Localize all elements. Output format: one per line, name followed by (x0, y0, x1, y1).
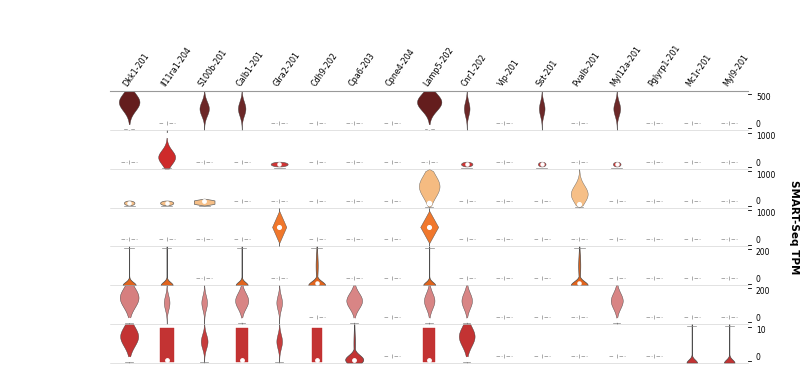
Point (423, 224, 436, 230)
Text: Glra2-201: Glra2-201 (272, 50, 302, 88)
Text: L5/6 NP [207]: L5/6 NP [207] (20, 147, 86, 155)
Point (198, 198, 210, 204)
Bar (311, 328, 322, 362)
Text: L5 IT [1,561]: L5 IT [1,561] (22, 108, 83, 116)
Point (235, 317, 248, 323)
Text: Myl9-201: Myl9-201 (722, 53, 750, 88)
Text: 500: 500 (756, 93, 770, 102)
Point (423, 124, 436, 130)
Text: Myl12a-201: Myl12a-201 (610, 45, 644, 88)
Text: Dkk1-201: Dkk1-201 (122, 51, 151, 88)
Point (573, 201, 586, 206)
Text: Pvalb-201: Pvalb-201 (572, 50, 602, 88)
Bar (423, 328, 435, 362)
Text: L2/3 IT [482]: L2/3 IT [482] (22, 224, 83, 233)
Text: L6 CT [904]: L6 CT [904] (25, 340, 81, 349)
Point (122, 317, 135, 323)
Point (610, 317, 623, 323)
Text: 1000: 1000 (756, 209, 775, 218)
Point (122, 356, 135, 362)
Text: 200: 200 (756, 287, 770, 296)
Point (535, 161, 548, 167)
Point (460, 161, 473, 167)
Point (122, 200, 135, 206)
Text: 0: 0 (756, 314, 761, 323)
Text: 200: 200 (756, 248, 770, 257)
Text: Lamp5-202: Lamp5-202 (422, 45, 455, 88)
Point (610, 161, 623, 167)
Point (310, 280, 323, 286)
Text: 0: 0 (756, 198, 761, 206)
Text: 1000: 1000 (756, 132, 775, 141)
Text: 0: 0 (756, 236, 761, 245)
Point (423, 357, 436, 363)
Point (348, 317, 361, 323)
Point (460, 356, 473, 362)
Text: Sst-201: Sst-201 (534, 58, 559, 88)
Point (160, 132, 173, 138)
Text: Vip-201: Vip-201 (497, 58, 522, 88)
Text: L6b [570]: L6b [570] (30, 263, 76, 272)
Bar (160, 328, 174, 362)
Text: 0: 0 (756, 353, 761, 362)
Point (460, 317, 473, 323)
Text: 0: 0 (756, 158, 761, 168)
Text: 0: 0 (756, 120, 761, 129)
Point (160, 200, 173, 206)
Point (273, 224, 286, 230)
Text: 1000: 1000 (756, 171, 775, 180)
Text: Pglyrp1-201: Pglyrp1-201 (647, 44, 682, 88)
Point (573, 280, 586, 286)
Text: Calb1-201: Calb1-201 (234, 49, 265, 88)
Text: 0: 0 (756, 275, 761, 284)
Text: Cnr1-202: Cnr1-202 (459, 52, 488, 88)
Point (310, 357, 323, 363)
Text: S100b-201: S100b-201 (197, 48, 229, 88)
Text: Cpne4-204: Cpne4-204 (384, 47, 417, 88)
Point (348, 357, 361, 363)
Point (423, 317, 436, 323)
Text: 10: 10 (756, 326, 766, 335)
Text: SMART-Seq TPM: SMART-Seq TPM (790, 180, 799, 274)
Point (160, 357, 173, 363)
Text: Cdh9-202: Cdh9-202 (310, 51, 339, 88)
Bar (235, 328, 248, 362)
Point (122, 124, 135, 130)
Point (423, 200, 436, 206)
Point (273, 161, 286, 167)
Point (235, 357, 248, 363)
Text: Il11ra1-204: Il11ra1-204 (159, 45, 193, 88)
Text: L5 PT [12]: L5 PT [12] (28, 185, 78, 194)
Text: Cpa6-203: Cpa6-203 (347, 51, 377, 88)
Text: Mc1r-201: Mc1r-201 (684, 52, 713, 88)
Text: L6 IT [395]: L6 IT [395] (26, 302, 79, 311)
